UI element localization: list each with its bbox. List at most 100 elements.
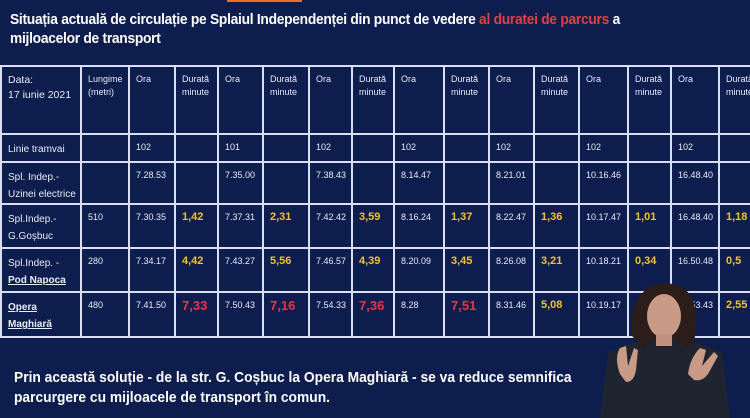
time-cell: 10.18.21 bbox=[578, 247, 629, 293]
duration-value: 1,37 bbox=[451, 211, 473, 223]
header-ora: Ora bbox=[128, 65, 176, 135]
table-row: Linie tramvai 102 101 102 102 102 102 102 bbox=[0, 133, 750, 163]
row-label-link: Opera Maghiară bbox=[8, 302, 52, 330]
time-cell: 8.26.08 bbox=[488, 247, 535, 293]
time-cell: 7.30.35 bbox=[128, 203, 176, 249]
header-ora: Ora bbox=[217, 65, 264, 135]
duration-cell: 3,59 bbox=[351, 203, 395, 249]
row-label: Spl.Indep.- G.Goșbuc bbox=[0, 203, 82, 249]
duration-cell bbox=[533, 161, 580, 205]
duration-cell bbox=[351, 161, 395, 205]
duration-cell: 1,42 bbox=[174, 203, 219, 249]
duration-cell: 4,42 bbox=[174, 247, 219, 293]
conclusion-line-2: parcurgere cu mijloacele de transport în… bbox=[14, 389, 330, 406]
table-row: Spl.Indep. - Pod Napoca 280 7.34.17 4,42 7.4… bbox=[0, 247, 750, 293]
duration-value: 7,36 bbox=[359, 298, 385, 313]
slide-title: Situația actuală de circulație pe Splaiu… bbox=[10, 10, 672, 48]
time-cell: 7.54.33 bbox=[308, 291, 353, 338]
header-date: Data: 17 iunie 2021 bbox=[0, 65, 82, 135]
time-cell: 8.31.46 bbox=[488, 291, 535, 338]
time-cell: 7.46.57 bbox=[308, 247, 353, 293]
duration-value: 1,36 bbox=[541, 211, 563, 223]
time-cell: 8.16.24 bbox=[393, 203, 445, 249]
conclusion-text: Prin această soluție - de la str. G. Coș… bbox=[14, 368, 584, 408]
header-durata: Durată minute bbox=[262, 65, 310, 135]
duration-cell: 1,37 bbox=[443, 203, 490, 249]
duration-cell bbox=[627, 133, 672, 163]
duration-value: 1,18 bbox=[726, 211, 748, 223]
time-cell: 10.17.47 bbox=[578, 203, 629, 249]
time-cell: 8.22.47 bbox=[488, 203, 535, 249]
duration-value: 4,42 bbox=[182, 255, 204, 267]
row-label-link: Pod Napoca bbox=[8, 275, 66, 286]
row-label-text: Linie tramvai bbox=[8, 144, 65, 155]
length-cell: 280 bbox=[80, 247, 130, 293]
time-cell: 8.20.09 bbox=[393, 247, 445, 293]
duration-cell bbox=[262, 133, 310, 163]
table-row: Opera Maghiară 480 7.41.50 7,33 7.50.43 7,16 7… bbox=[0, 291, 750, 338]
time-cell: 16.48.40 bbox=[670, 161, 720, 205]
duration-value: 1,01 bbox=[635, 211, 657, 223]
time-cell: 7.43.27 bbox=[217, 247, 264, 293]
sign-language-interpreter bbox=[600, 283, 730, 418]
header-ora: Ora bbox=[393, 65, 445, 135]
time-cell: 8.21.01 bbox=[488, 161, 535, 205]
header-durata: Durată minute bbox=[533, 65, 580, 135]
title-highlight: al duratei de parcurs bbox=[479, 11, 610, 28]
time-cell: 16.50.48 bbox=[670, 247, 720, 293]
duration-value: 0,5 bbox=[726, 255, 742, 267]
header-ora: Ora bbox=[308, 65, 353, 135]
duration-value: 2,31 bbox=[270, 211, 292, 223]
duration-value: 7,33 bbox=[182, 298, 208, 313]
time-cell: 7.35.00 bbox=[217, 161, 264, 205]
duration-cell: 0,34 bbox=[627, 247, 672, 293]
time-cell: 7.34.17 bbox=[128, 247, 176, 293]
duration-cell: 0,5 bbox=[718, 247, 750, 293]
duration-cell: 2,31 bbox=[262, 203, 310, 249]
time-cell: 10.16.46 bbox=[578, 161, 629, 205]
title-text: Situația actuală de circulație pe Splaiu… bbox=[10, 11, 480, 28]
time-cell: 102 bbox=[308, 133, 353, 163]
time-cell: 101 bbox=[217, 133, 264, 163]
conclusion-line-1: Prin această soluție - de la str. G. Coș… bbox=[14, 369, 572, 386]
table-row: Spl.Indep.- G.Goșbuc 510 7.30.35 1,42 7.37.3… bbox=[0, 203, 750, 249]
row-label: Spl. Indep.- Uzinei electrice bbox=[0, 161, 82, 205]
travel-time-table: Data: 17 iunie 2021 Lungime (metri) Ora D… bbox=[0, 65, 750, 338]
duration-value: 1,42 bbox=[182, 211, 204, 223]
duration-cell: 4,39 bbox=[351, 247, 395, 293]
duration-cell bbox=[533, 133, 580, 163]
duration-cell: 7,33 bbox=[174, 291, 219, 338]
top-accent-tab bbox=[227, 0, 302, 2]
time-cell: 7.50.43 bbox=[217, 291, 264, 338]
time-cell: 16.48.40 bbox=[670, 203, 720, 249]
duration-value: 2,55 bbox=[726, 299, 748, 311]
time-cell: 7.41.50 bbox=[128, 291, 176, 338]
duration-value: 5,56 bbox=[270, 255, 292, 267]
time-cell: 7.38.43 bbox=[308, 161, 353, 205]
duration-cell: 2,55 bbox=[718, 291, 750, 338]
duration-cell bbox=[443, 133, 490, 163]
date-value: 17 iunie 2021 bbox=[8, 89, 72, 101]
duration-value: 3,59 bbox=[359, 211, 381, 223]
time-cell: 102 bbox=[578, 133, 629, 163]
header-ora: Ora bbox=[578, 65, 629, 135]
header-durata: Durată minute bbox=[443, 65, 490, 135]
duration-value: 3,45 bbox=[451, 255, 473, 267]
duration-value: 5,08 bbox=[541, 299, 563, 311]
duration-cell: 1,36 bbox=[533, 203, 580, 249]
duration-cell bbox=[262, 161, 310, 205]
header-ora: Ora bbox=[670, 65, 720, 135]
time-cell: 7.37.31 bbox=[217, 203, 264, 249]
duration-cell bbox=[718, 133, 750, 163]
duration-value: 7,16 bbox=[270, 298, 296, 313]
duration-cell: 1,18 bbox=[718, 203, 750, 249]
row-label-text: Spl.Indep.- G.Goșbuc bbox=[8, 214, 57, 242]
row-label-text: Spl.Indep. - bbox=[8, 258, 60, 269]
duration-value: 0,34 bbox=[635, 255, 657, 267]
header-ora: Ora bbox=[488, 65, 535, 135]
duration-cell: 5,56 bbox=[262, 247, 310, 293]
duration-cell: 1,01 bbox=[627, 203, 672, 249]
length-cell: 510 bbox=[80, 203, 130, 249]
duration-cell: 5,08 bbox=[533, 291, 580, 338]
time-cell: 10.19.17 bbox=[578, 291, 629, 338]
